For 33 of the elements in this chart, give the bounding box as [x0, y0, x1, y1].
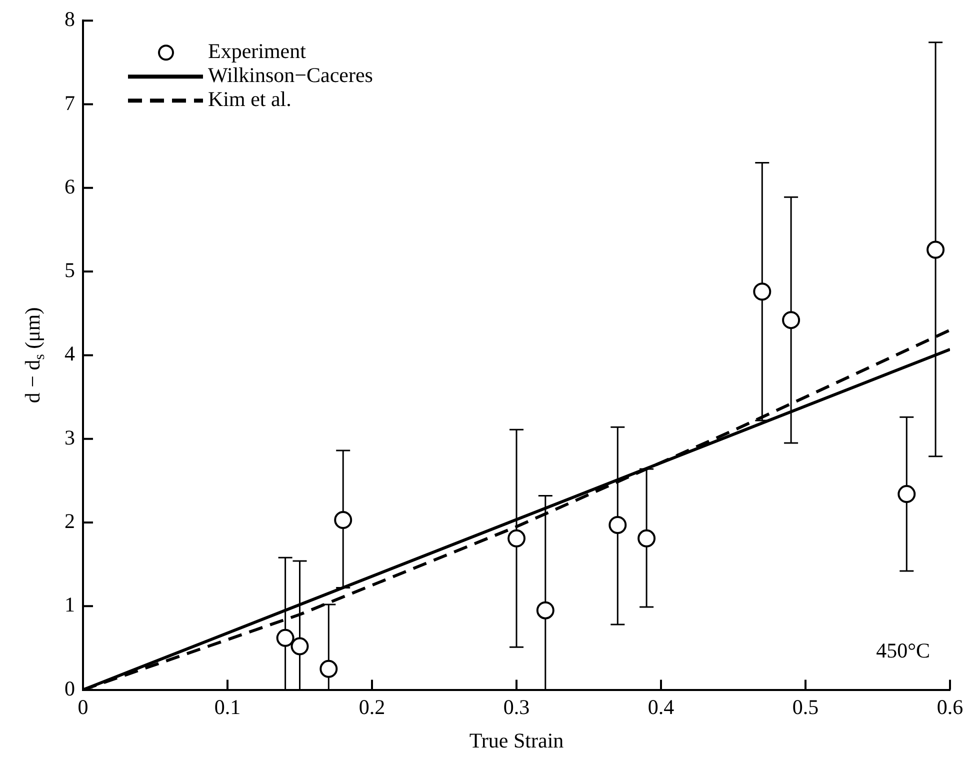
x-tick-label: 0.2	[358, 694, 386, 719]
x-tick-label: 0.3	[503, 694, 530, 719]
y-axis-title: d − ds (μm)	[20, 307, 48, 404]
y-tick-label: 3	[64, 425, 75, 450]
point	[926, 240, 945, 259]
point	[276, 628, 294, 647]
annotation: 450°C	[876, 638, 930, 662]
y-tick-label: 5	[64, 258, 75, 282]
point	[536, 601, 554, 620]
point	[782, 311, 800, 330]
y-tick-label: 2	[64, 509, 75, 534]
point	[290, 637, 309, 656]
legend-label: Experiment	[208, 39, 306, 64]
point	[898, 485, 916, 504]
y-tick-label: 8	[64, 7, 75, 32]
point	[334, 510, 352, 529]
y-tick-label: 0	[64, 676, 75, 700]
y-tick-label: 6	[64, 174, 75, 198]
x-tick-label: 0.1	[214, 694, 241, 719]
point	[508, 529, 526, 548]
legend-label: Kim et al.	[208, 87, 292, 112]
x-tick-label: 0.6	[936, 694, 964, 719]
legend-label: Wilkinson−Caceres	[208, 63, 373, 88]
y-tick-label: 7	[64, 90, 75, 115]
y-tick-label: 1	[64, 592, 75, 617]
x-tick-label: 0.5	[792, 694, 819, 719]
x-tick-label: 0.4	[648, 694, 675, 719]
point	[638, 529, 656, 548]
point	[608, 516, 627, 534]
x-axis-title: True Strain	[469, 728, 564, 752]
y-tick-label: 4	[64, 342, 76, 366]
point	[320, 660, 338, 678]
point	[753, 282, 772, 301]
